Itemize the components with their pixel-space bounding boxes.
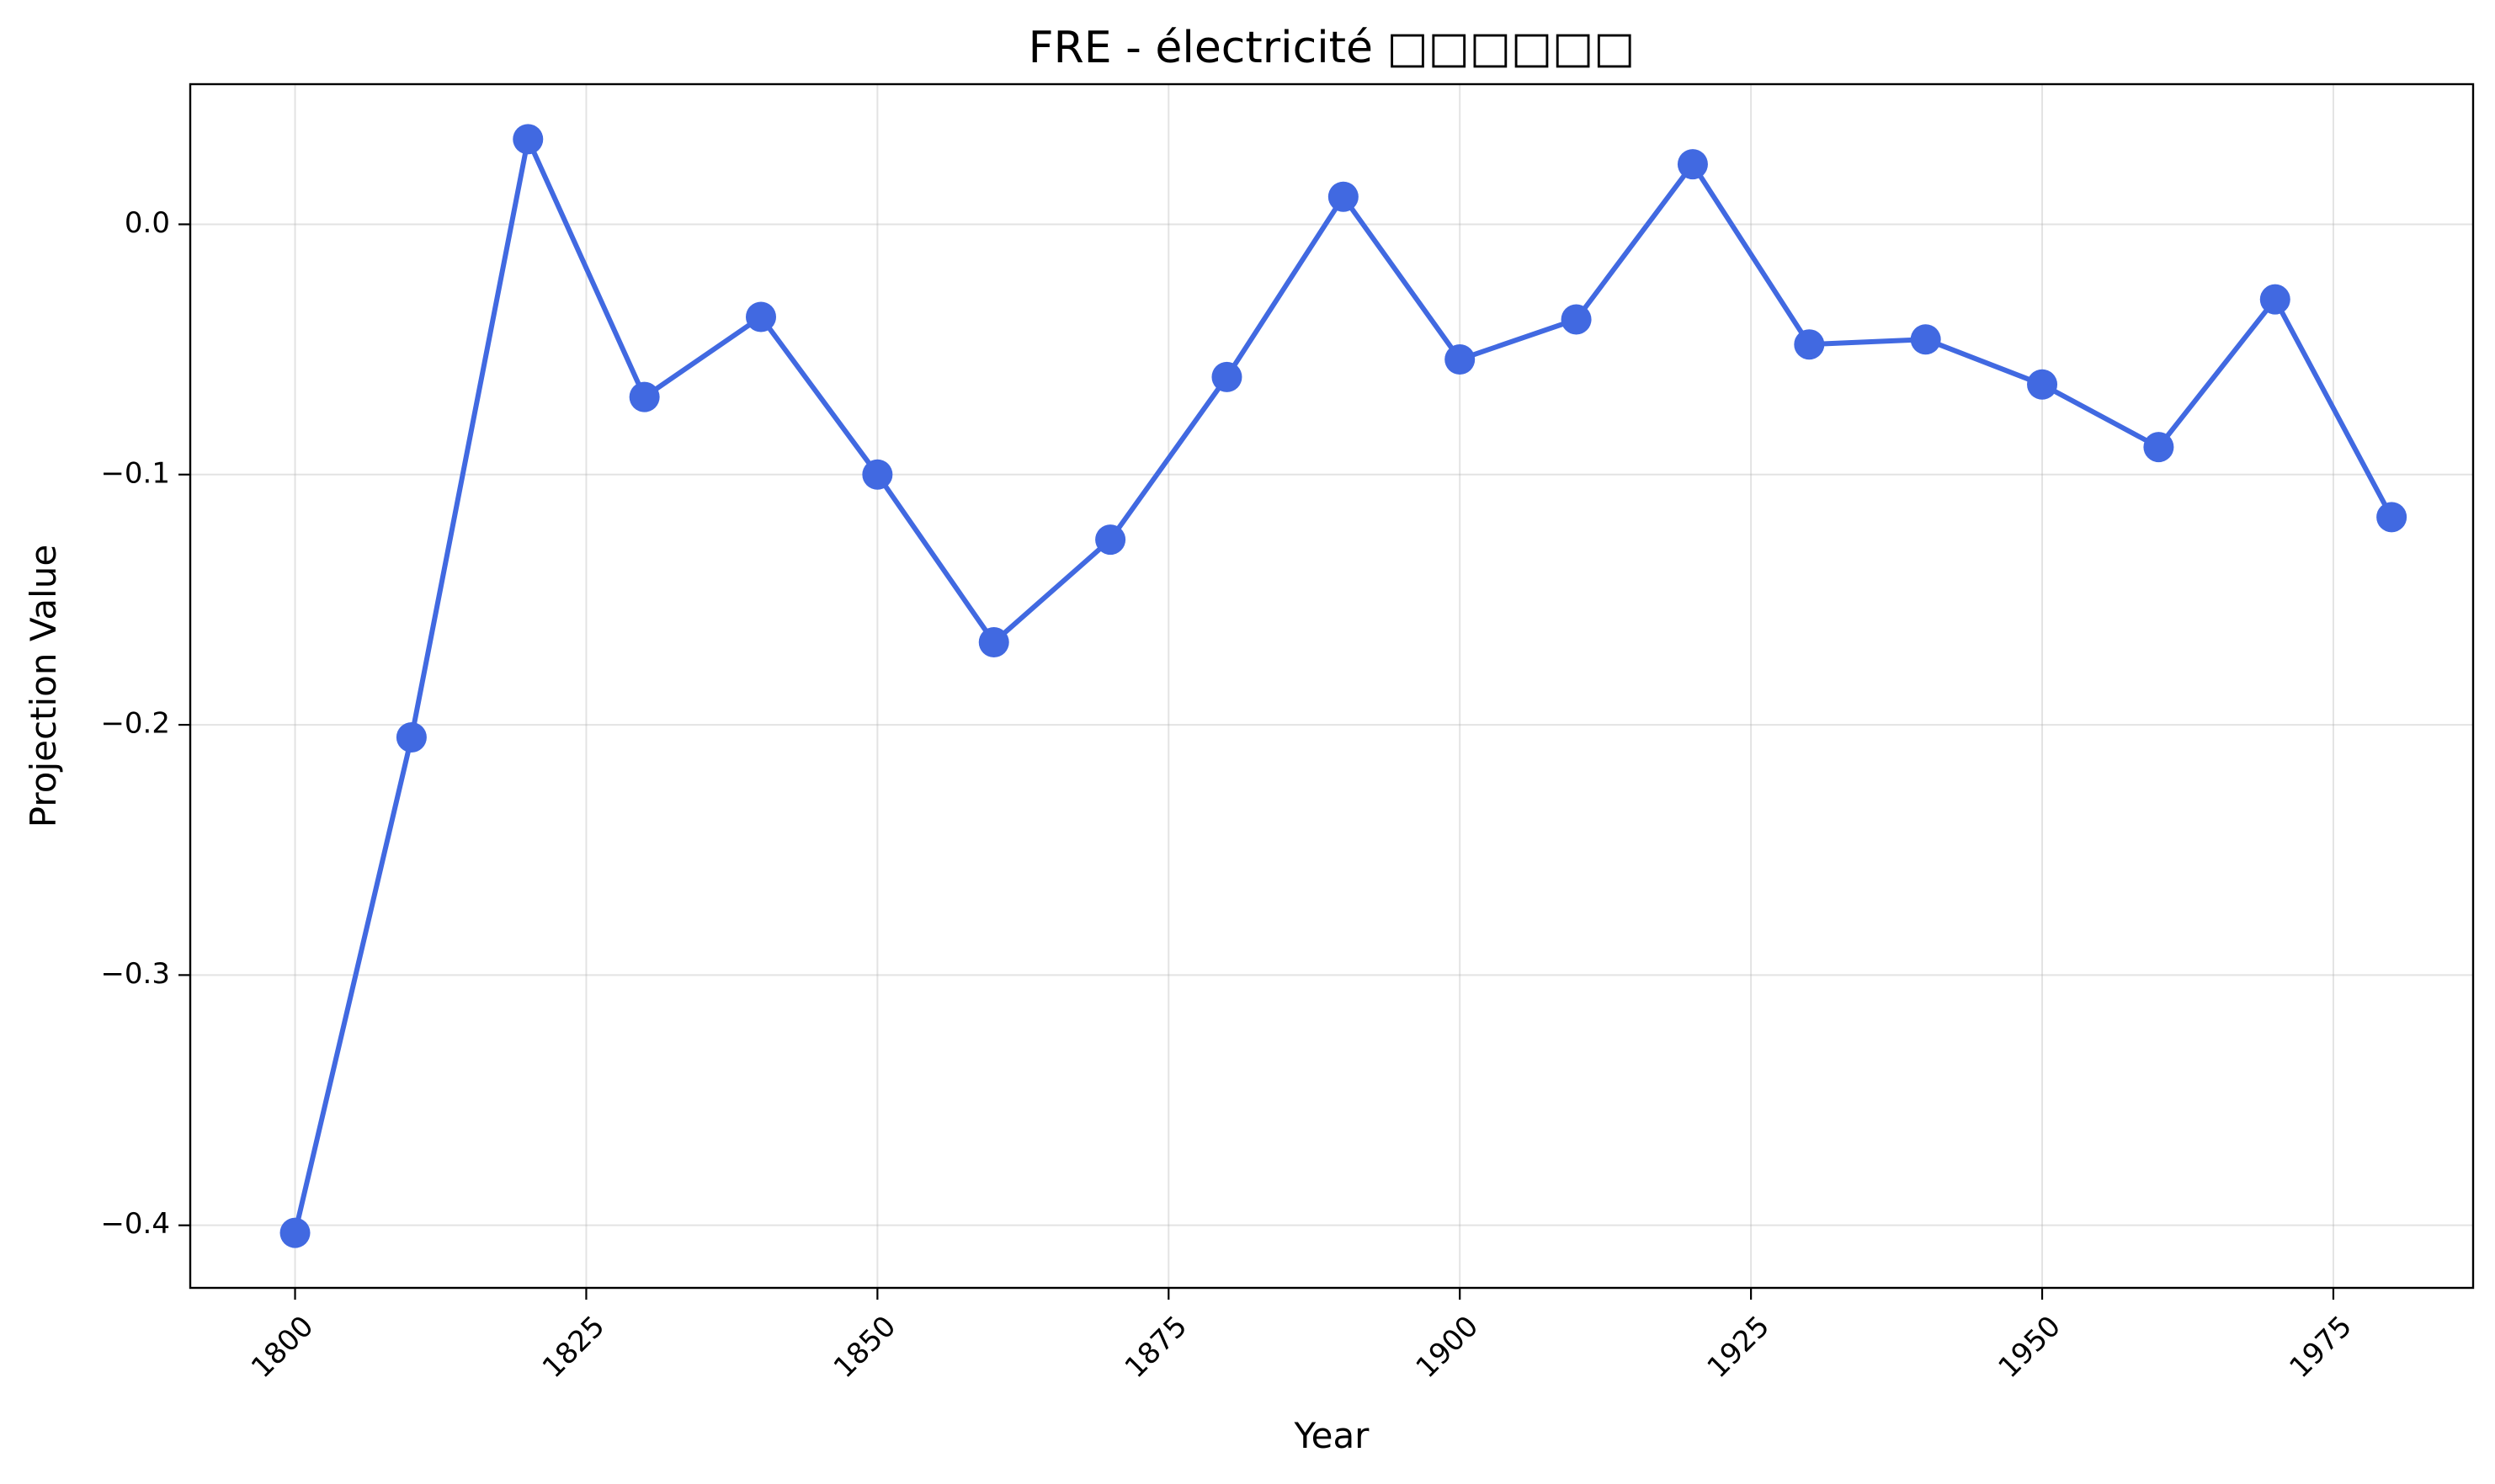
x-tick-label: 1800 <box>245 1310 320 1385</box>
y-axis-label: Projection Value <box>23 545 64 827</box>
data-point <box>513 124 544 155</box>
data-point <box>2143 432 2174 463</box>
data-point <box>2259 284 2290 315</box>
x-tick-label: 1925 <box>1701 1310 1776 1385</box>
x-tick-label: 1900 <box>1410 1310 1485 1385</box>
x-tick-label: 1875 <box>1119 1310 1194 1385</box>
data-point <box>2027 369 2058 400</box>
data-point <box>1211 361 1242 392</box>
data-point <box>2376 502 2407 533</box>
x-axis-label: Year <box>1294 1415 1370 1456</box>
data-point <box>396 721 427 753</box>
data-point <box>1095 524 1126 556</box>
data-point <box>1444 344 1476 375</box>
x-tick-label: 1850 <box>827 1310 902 1385</box>
data-point <box>862 459 893 490</box>
plot-frame <box>189 82 2475 1290</box>
data-point <box>1327 181 1359 212</box>
series-line <box>292 136 2395 1236</box>
data-point <box>978 626 1009 657</box>
grid-layer <box>190 84 2473 1288</box>
series-layer <box>279 124 2407 1248</box>
chart-title: FRE - électricité □□□□□□ <box>1029 23 1636 73</box>
y-tick-label: −0.4 <box>100 1207 170 1241</box>
x-tick-label: 1975 <box>2283 1310 2358 1385</box>
y-tick-label: −0.2 <box>100 707 170 741</box>
data-point <box>1794 329 1825 360</box>
data-point <box>746 301 776 332</box>
data-point <box>279 1217 311 1248</box>
data-point <box>1561 304 1592 335</box>
data-point <box>629 381 660 412</box>
data-point <box>1677 149 1708 180</box>
x-tick-label: 1825 <box>536 1310 611 1385</box>
x-tick-label: 1950 <box>1992 1310 2067 1385</box>
y-tick-label: 0.0 <box>125 206 170 240</box>
y-tick-label: −0.1 <box>100 456 170 490</box>
y-tick-label: −0.3 <box>100 957 170 991</box>
data-point <box>1910 324 1941 355</box>
